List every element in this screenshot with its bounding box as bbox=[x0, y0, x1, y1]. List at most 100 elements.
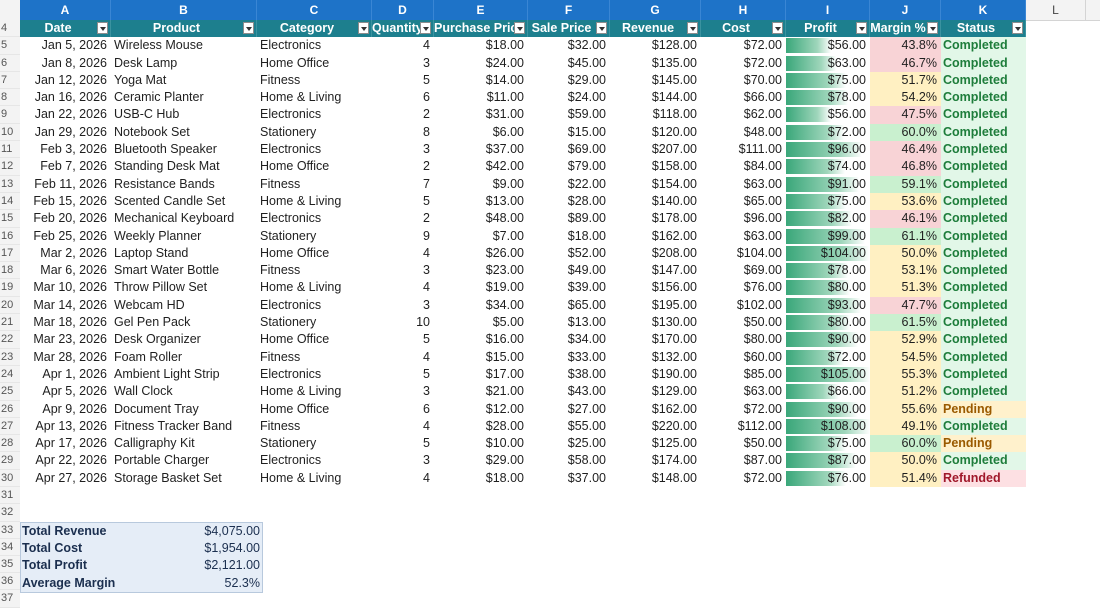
sale-price-cell[interactable]: $89.00 bbox=[567, 211, 606, 226]
profit-cell[interactable]: $96.00 bbox=[786, 141, 870, 158]
quantity-cell[interactable]: 4 bbox=[423, 245, 430, 260]
date-cell[interactable]: Jan 22, 2026 bbox=[34, 107, 107, 122]
date-cell[interactable]: Apr 13, 2026 bbox=[35, 418, 107, 433]
purchase-price-cell[interactable]: $37.00 bbox=[485, 142, 524, 157]
status-cell[interactable]: Completed bbox=[941, 89, 1026, 107]
margin-cell[interactable]: 53.1% bbox=[870, 262, 941, 280]
profit-cell[interactable]: $63.00 bbox=[786, 55, 870, 72]
revenue-cell[interactable]: $125.00 bbox=[651, 436, 697, 451]
quantity-cell[interactable]: 9 bbox=[423, 228, 430, 243]
cost-cell[interactable]: $80.00 bbox=[743, 332, 782, 347]
product-cell[interactable]: Webcam HD bbox=[114, 297, 185, 312]
margin-cell[interactable]: 50.0% bbox=[870, 244, 941, 263]
margin-cell[interactable]: 51.4% bbox=[870, 469, 941, 488]
row-number[interactable]: 36 bbox=[0, 573, 20, 591]
margin-cell[interactable]: 46.7% bbox=[870, 54, 941, 72]
product-cell[interactable]: Fitness Tracker Band bbox=[114, 418, 233, 433]
date-cell[interactable]: Jan 8, 2026 bbox=[41, 55, 107, 70]
product-cell[interactable]: Calligraphy Kit bbox=[114, 436, 195, 451]
filter-dropdown-icon[interactable] bbox=[358, 22, 369, 34]
quantity-cell[interactable]: 5 bbox=[423, 332, 430, 347]
cost-cell[interactable]: $85.00 bbox=[743, 366, 782, 381]
date-cell[interactable]: Apr 22, 2026 bbox=[35, 453, 107, 468]
product-cell[interactable]: Ceramic Planter bbox=[114, 90, 204, 105]
category-cell[interactable]: Home & Living bbox=[260, 280, 342, 295]
sale-price-cell[interactable]: $25.00 bbox=[567, 436, 606, 451]
profit-cell[interactable]: $108.00 bbox=[786, 418, 870, 435]
row-number[interactable]: 24 bbox=[0, 365, 20, 384]
filter-dropdown-icon[interactable] bbox=[856, 22, 867, 34]
product-cell[interactable]: Desk Lamp bbox=[114, 55, 178, 70]
purchase-price-cell[interactable]: $34.00 bbox=[485, 297, 524, 312]
category-cell[interactable]: Home & Living bbox=[260, 193, 342, 208]
quantity-cell[interactable]: 6 bbox=[423, 90, 430, 105]
margin-cell[interactable]: 46.8% bbox=[870, 158, 941, 176]
purchase-price-cell[interactable]: $10.00 bbox=[485, 436, 524, 451]
product-cell[interactable]: Weekly Planner bbox=[114, 228, 202, 243]
product-cell[interactable]: Desk Organizer bbox=[114, 332, 201, 347]
row-number[interactable]: 37 bbox=[0, 590, 20, 608]
row-number[interactable]: 29 bbox=[0, 452, 20, 470]
purchase-price-cell[interactable]: $15.00 bbox=[485, 349, 524, 364]
quantity-cell[interactable]: 4 bbox=[423, 470, 430, 485]
purchase-price-cell[interactable]: $31.00 bbox=[485, 107, 524, 122]
summary-label[interactable]: Total Cost bbox=[22, 541, 83, 556]
profit-cell[interactable]: $74.00 bbox=[786, 158, 870, 175]
margin-cell[interactable]: 54.2% bbox=[870, 89, 941, 107]
margin-cell[interactable]: 54.5% bbox=[870, 348, 941, 366]
margin-cell[interactable]: 47.5% bbox=[870, 106, 941, 124]
sale-price-cell[interactable]: $39.00 bbox=[567, 280, 606, 295]
sale-price-cell[interactable]: $33.00 bbox=[567, 349, 606, 364]
revenue-cell[interactable]: $129.00 bbox=[651, 384, 697, 399]
row-number[interactable]: 20 bbox=[0, 296, 20, 315]
select-all-corner[interactable] bbox=[0, 0, 20, 20]
revenue-cell[interactable]: $208.00 bbox=[651, 245, 697, 260]
cost-cell[interactable]: $72.00 bbox=[743, 38, 782, 53]
category-cell[interactable]: Home Office bbox=[260, 159, 330, 174]
row-number[interactable]: 25 bbox=[0, 383, 20, 401]
product-cell[interactable]: Portable Charger bbox=[114, 453, 210, 468]
sale-price-cell[interactable]: $15.00 bbox=[567, 124, 606, 139]
category-cell[interactable]: Stationery bbox=[260, 315, 317, 330]
revenue-cell[interactable]: $195.00 bbox=[651, 297, 697, 312]
status-cell[interactable]: Completed bbox=[941, 296, 1026, 315]
profit-cell[interactable]: $75.00 bbox=[786, 435, 870, 452]
product-cell[interactable]: Foam Roller bbox=[114, 349, 183, 364]
status-cell[interactable]: Completed bbox=[941, 365, 1026, 384]
status-cell[interactable]: Completed bbox=[941, 244, 1026, 263]
row-number[interactable]: 21 bbox=[0, 314, 20, 332]
purchase-price-cell[interactable]: $48.00 bbox=[485, 211, 524, 226]
row-number[interactable]: 35 bbox=[0, 555, 20, 574]
margin-cell[interactable]: 47.7% bbox=[870, 296, 941, 315]
product-cell[interactable]: Wall Clock bbox=[114, 384, 173, 399]
product-cell[interactable]: Storage Basket Set bbox=[114, 470, 222, 485]
date-cell[interactable]: Feb 15, 2026 bbox=[33, 193, 107, 208]
status-cell[interactable]: Completed bbox=[941, 141, 1026, 159]
cost-cell[interactable]: $63.00 bbox=[743, 228, 782, 243]
row-number[interactable]: 16 bbox=[0, 227, 20, 245]
category-cell[interactable]: Electronics bbox=[260, 297, 322, 312]
purchase-price-cell[interactable]: $18.00 bbox=[485, 470, 524, 485]
filter-dropdown-icon[interactable] bbox=[687, 22, 698, 34]
filter-dropdown-icon[interactable] bbox=[772, 22, 783, 34]
cost-cell[interactable]: $70.00 bbox=[743, 72, 782, 87]
revenue-cell[interactable]: $174.00 bbox=[651, 453, 697, 468]
status-cell[interactable]: Completed bbox=[941, 54, 1026, 72]
summary-value[interactable]: 52.3% bbox=[224, 575, 260, 590]
status-cell[interactable]: Completed bbox=[941, 158, 1026, 176]
product-cell[interactable]: USB-C Hub bbox=[114, 107, 180, 122]
date-cell[interactable]: Apr 1, 2026 bbox=[42, 366, 107, 381]
quantity-cell[interactable]: 2 bbox=[423, 159, 430, 174]
category-cell[interactable]: Fitness bbox=[260, 349, 301, 364]
margin-cell[interactable]: 55.6% bbox=[870, 400, 941, 418]
sale-price-cell[interactable]: $18.00 bbox=[567, 228, 606, 243]
product-cell[interactable]: Bluetooth Speaker bbox=[114, 142, 217, 157]
row-number[interactable]: 19 bbox=[0, 279, 20, 297]
column-letter-l[interactable]: L bbox=[1026, 0, 1086, 20]
row-number[interactable]: 32 bbox=[0, 504, 20, 522]
row-number[interactable]: 15 bbox=[0, 210, 20, 228]
row-number[interactable]: 5 bbox=[0, 37, 20, 55]
revenue-cell[interactable]: $144.00 bbox=[651, 90, 697, 105]
quantity-cell[interactable]: 6 bbox=[423, 401, 430, 416]
column-letter-c[interactable]: C bbox=[257, 0, 372, 20]
